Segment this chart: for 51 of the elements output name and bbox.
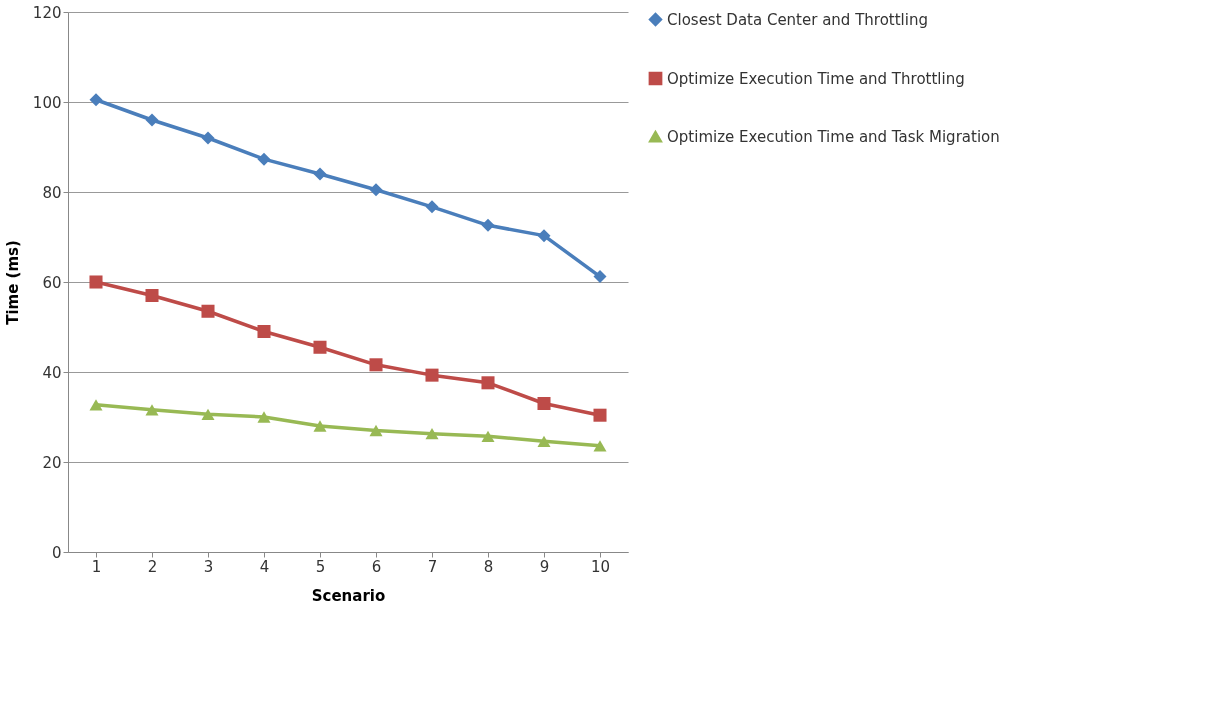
y-tick-label: 120: [32, 3, 62, 22]
point: [145, 288, 159, 303]
point: [369, 424, 383, 437]
x-tick-label: 4: [259, 557, 270, 576]
legend-label: Closest Data Center and Throttling: [667, 10, 928, 29]
point: [425, 368, 439, 382]
point: [481, 430, 495, 442]
point: [89, 275, 103, 289]
x-tick-label: 10: [590, 557, 611, 576]
y-tick-label: 40: [42, 363, 62, 382]
point: [257, 324, 271, 339]
point: [201, 304, 215, 318]
point: [201, 131, 215, 145]
point: [89, 93, 103, 107]
point: [313, 167, 327, 181]
point: [593, 408, 607, 422]
x-tick-label: 5: [315, 557, 326, 576]
y-tick-label: 20: [42, 453, 62, 472]
point: [257, 411, 271, 423]
point: [481, 376, 495, 390]
point: [369, 358, 383, 372]
x-tick-label: 8: [483, 557, 494, 576]
point: [145, 113, 159, 127]
point: [593, 270, 607, 284]
y-tick-label: 80: [42, 183, 62, 202]
point: [145, 404, 159, 416]
y-tick-label: 100: [32, 93, 62, 112]
x-axis-title: Scenario: [311, 586, 386, 605]
point: [537, 229, 551, 243]
x-tick-label: 6: [371, 557, 382, 576]
point: [369, 183, 383, 197]
x-tick-label: 3: [203, 557, 214, 576]
x-tick-label: 1: [91, 557, 102, 576]
x-tick-label: 7: [427, 557, 438, 576]
y-tick-label: 60: [42, 273, 62, 292]
y-tick-label: 0: [51, 543, 62, 562]
legend-label: Optimize Execution Time and Task Migration: [667, 127, 1000, 146]
point: [201, 408, 215, 420]
y-axis-title: Time (ms): [3, 240, 22, 325]
point: [537, 396, 551, 411]
point: [481, 218, 495, 232]
point: [257, 152, 271, 166]
x-tick-label: 2: [147, 557, 158, 576]
point: [593, 440, 607, 452]
point: [313, 420, 327, 432]
point: [425, 428, 439, 440]
point: [313, 340, 327, 354]
point: [537, 435, 551, 447]
point: [425, 200, 439, 214]
x-tick-label: 9: [539, 557, 550, 576]
legend-label: Optimize Execution Time and Throttling: [667, 69, 965, 88]
